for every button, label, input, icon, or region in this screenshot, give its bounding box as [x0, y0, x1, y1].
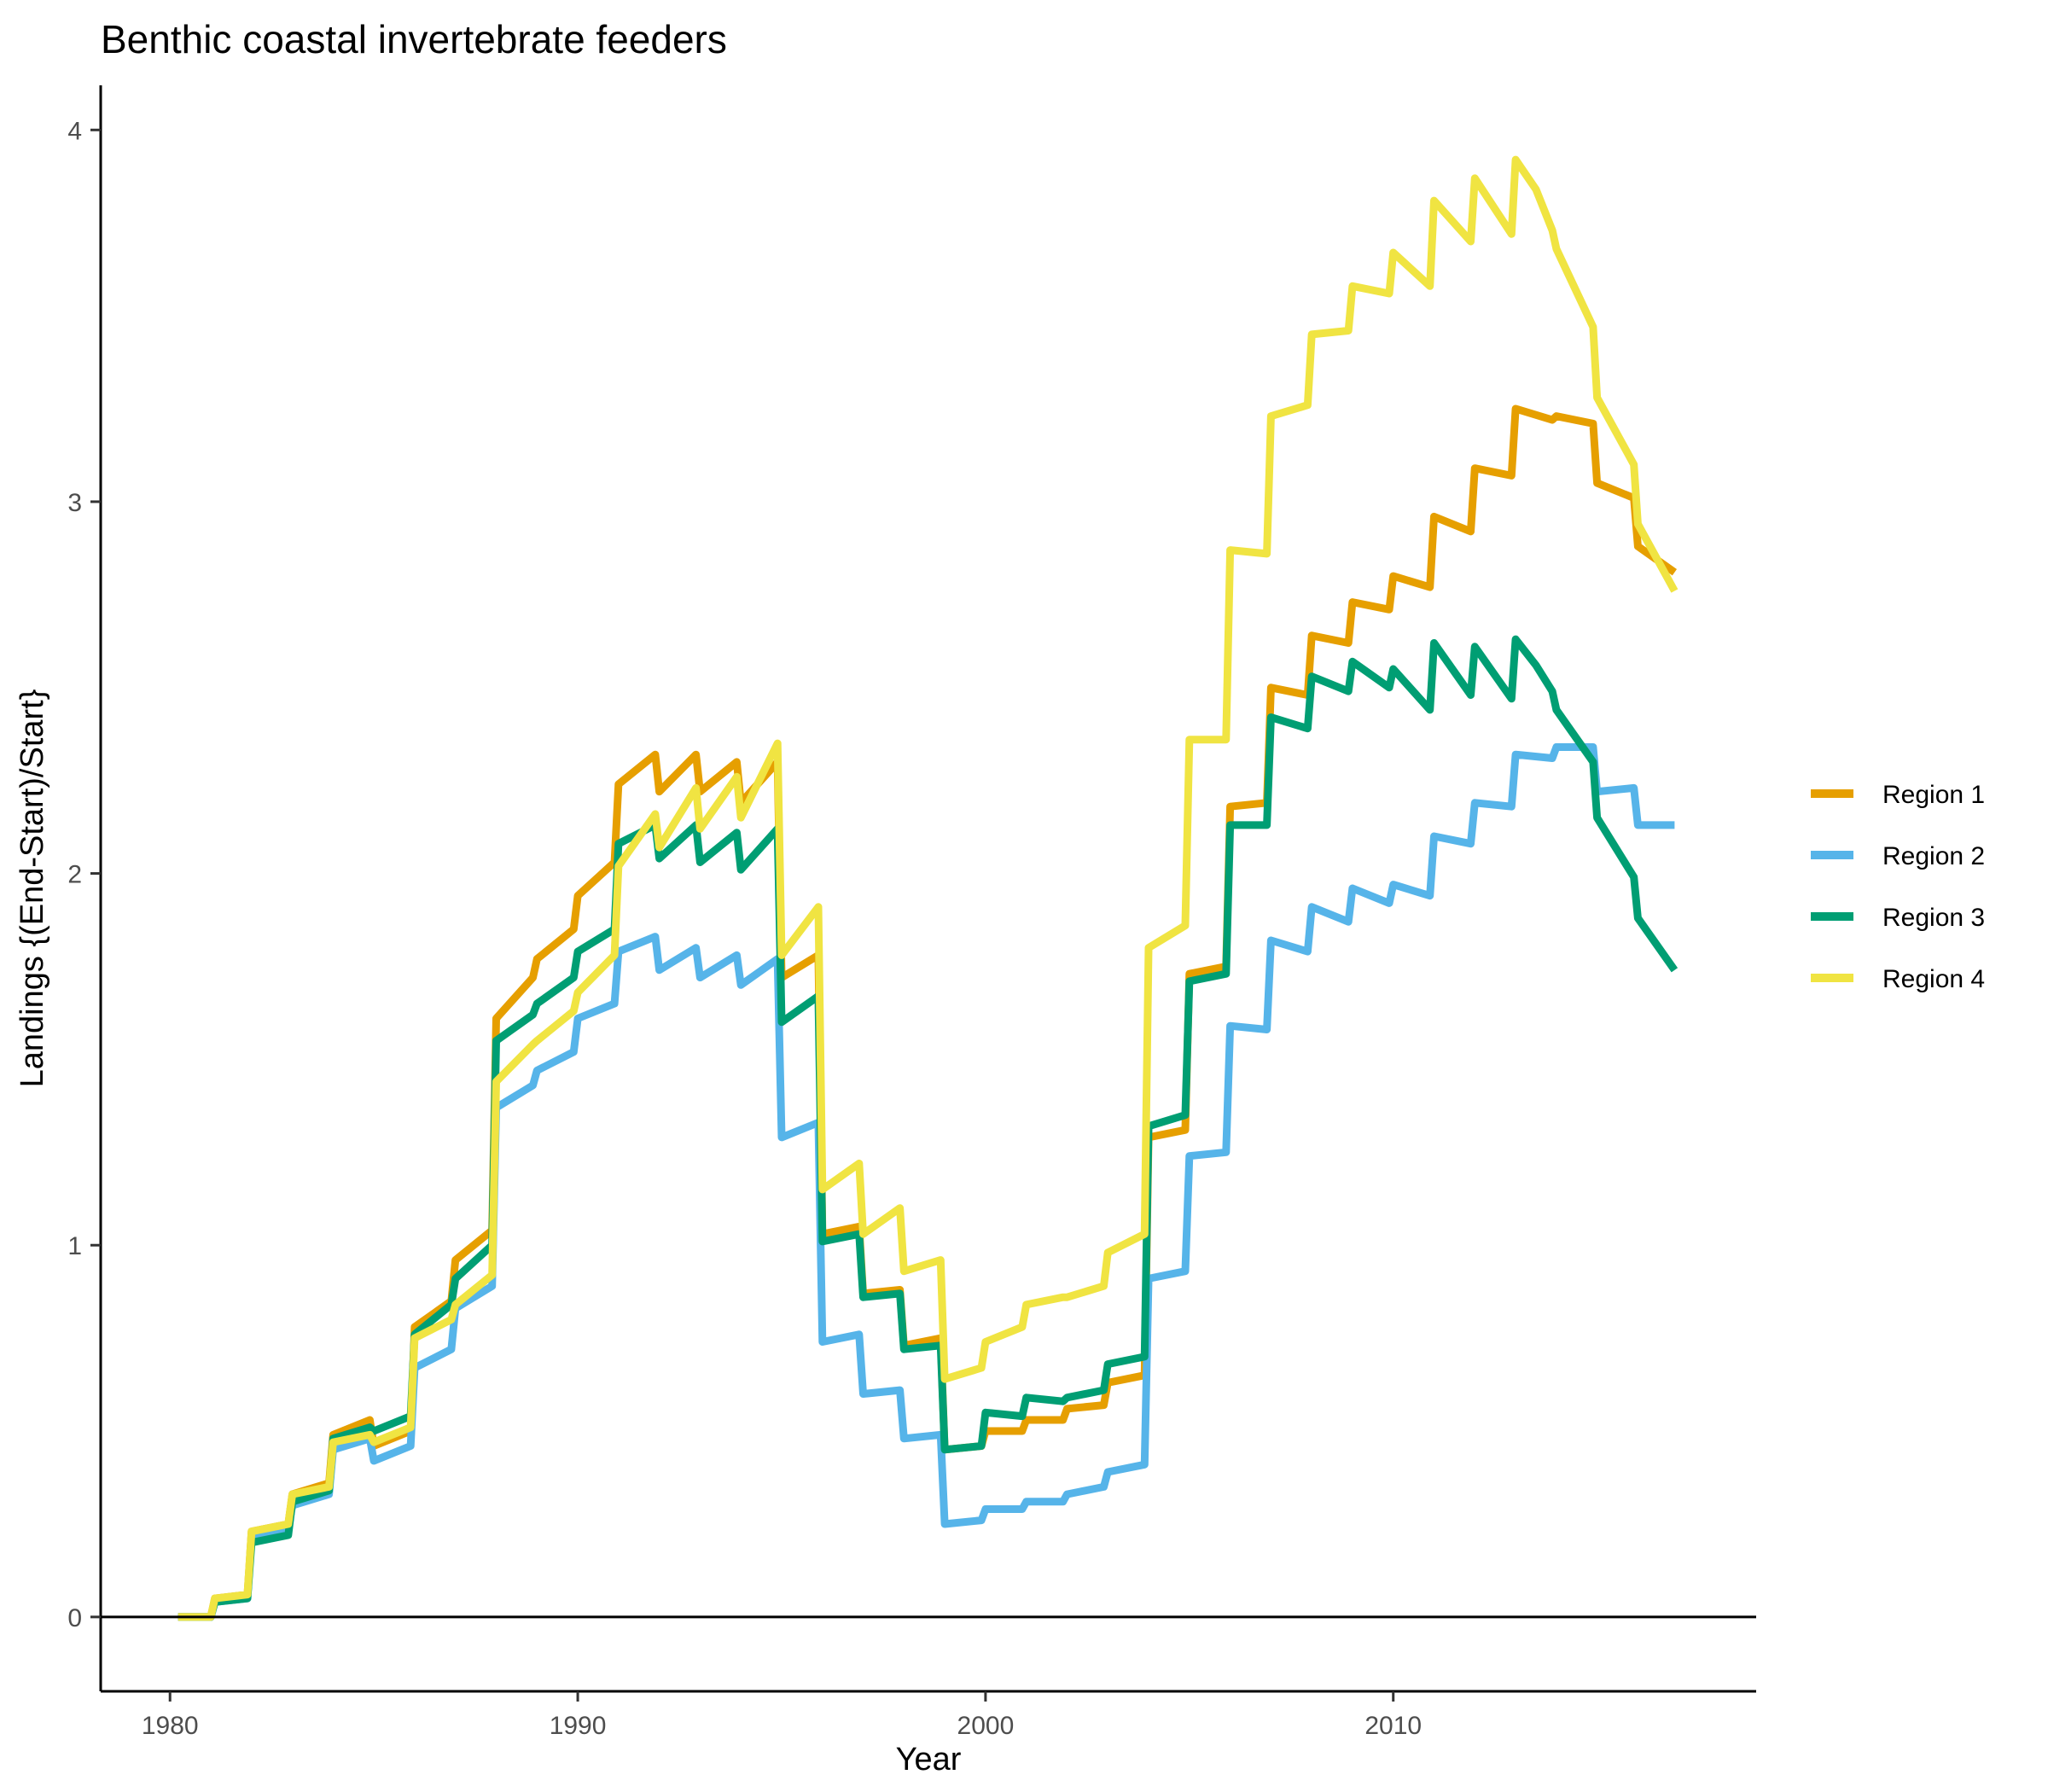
series-line-region-3 [177, 635, 1679, 1621]
y-tick-label: 0 [67, 1604, 82, 1632]
series-line-region-1 [177, 404, 1678, 1621]
legend-label-region-4: Region 4 [1882, 965, 1985, 993]
series-group [177, 155, 1679, 1621]
y-tick-label: 4 [67, 117, 82, 145]
y-tick-label: 3 [67, 489, 82, 517]
legend: Region 1 Region 2 Region 3 Region 4 [1811, 781, 1985, 993]
series-line-region-2 [177, 743, 1675, 1621]
legend-label-region-1: Region 1 [1882, 781, 1985, 809]
x-axis-ticks: 1980 1990 2000 2010 [142, 1691, 1422, 1740]
y-tick-label: 1 [67, 1232, 82, 1260]
chart-title: Benthic coastal invertebrate feeders [101, 17, 727, 61]
x-axis-title: Year [896, 1742, 962, 1777]
legend-label-region-3: Region 3 [1882, 904, 1985, 932]
series-line-region-4 [177, 155, 1679, 1621]
plot-area [101, 155, 1756, 1621]
x-tick-label: 2010 [1364, 1712, 1422, 1740]
x-tick-label: 1990 [550, 1712, 607, 1740]
y-axis-ticks: 0 1 2 3 4 [67, 117, 101, 1632]
y-axis-title: Landings {(End-Start)/Start} [15, 689, 50, 1088]
y-tick-label: 2 [67, 861, 82, 889]
legend-label-region-2: Region 2 [1882, 842, 1985, 870]
x-tick-label: 2000 [957, 1712, 1015, 1740]
x-tick-label: 1980 [142, 1712, 199, 1740]
